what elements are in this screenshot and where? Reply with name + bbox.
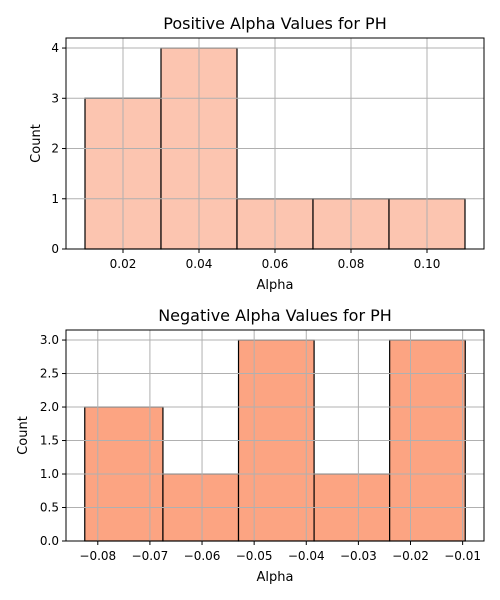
- neg-x-tick-label-4: −0.04: [288, 549, 325, 563]
- neg-x-tick-label-0: −0.08: [79, 549, 116, 563]
- neg-x-tick-label-7: −0.01: [444, 549, 481, 563]
- neg-y-tick-label-3: 1.5: [40, 434, 59, 448]
- pos-x-tick-label-2: 0.06: [262, 257, 289, 271]
- pos-x-tick-label-4: 0.10: [414, 257, 441, 271]
- neg-x-tick-label-3: −0.05: [236, 549, 273, 563]
- pos-x-tick-label-3: 0.08: [338, 257, 365, 271]
- neg-y-tick-label-4: 2.0: [40, 400, 59, 414]
- neg-x-tick-label-5: −0.03: [340, 549, 377, 563]
- neg-y-tick-label-0: 0.0: [40, 534, 59, 548]
- neg-x-tick-label-6: −0.02: [392, 549, 429, 563]
- neg-axes-frame: [65, 329, 485, 542]
- pos-y-tick-label-0: 0: [51, 242, 59, 256]
- pos-x-tick-label-1: 0.04: [186, 257, 213, 271]
- negative-alpha-histogram: −0.08 −0.07 −0.06 −0.05 −0.04 −0.03 −0.02 −0.01…: [16, 306, 485, 585]
- neg-x-tick-label-2: −0.06: [184, 549, 221, 563]
- neg-y-tick-label-1: 0.5: [40, 501, 59, 515]
- pos-y-axis-label: Count: [29, 124, 44, 163]
- pos-x-tick-label-0: 0.02: [110, 257, 137, 271]
- pos-y-tick-label-4: 4: [51, 41, 59, 55]
- neg-chart-title: Negative Alpha Values for PH: [158, 306, 392, 325]
- pos-y-tick-label-1: 1: [51, 192, 59, 206]
- neg-y-tick-label-5: 2.5: [40, 367, 59, 381]
- neg-x-tick-label-1: −0.07: [132, 549, 169, 563]
- pos-y-tick-label-2: 2: [51, 142, 59, 156]
- pos-y-tick-label-3: 3: [51, 91, 59, 105]
- positive-alpha-histogram: 0.02 0.04 0.06 0.08 0.10 0 1 2 3 4 Positive Alpha …: [29, 14, 485, 293]
- pos-chart-title: Positive Alpha Values for PH: [163, 14, 386, 33]
- neg-y-tick-label-6: 3.0: [40, 333, 59, 347]
- neg-x-axis-label: Alpha: [257, 570, 294, 585]
- neg-y-axis-label: Count: [16, 416, 31, 455]
- pos-x-axis-label: Alpha: [257, 278, 294, 293]
- neg-y-tick-label-2: 1.0: [40, 467, 59, 481]
